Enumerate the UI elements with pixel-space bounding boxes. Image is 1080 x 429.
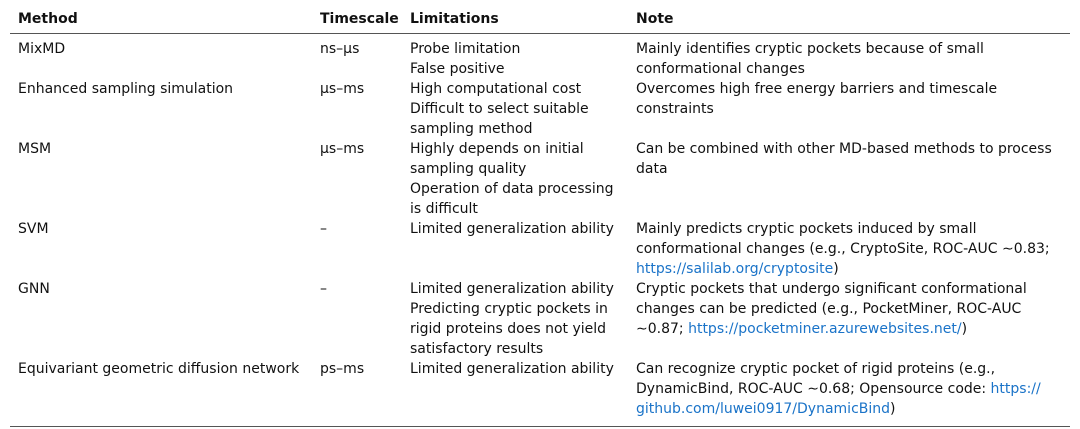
note-line: Can recognize cryptic pocket of rigid pr…	[636, 359, 1062, 379]
method-cell: Enhanced sampling simulation	[18, 81, 234, 97]
table-row: Enhanced sampling simulation μs–ms High co…	[10, 79, 1070, 139]
table-row: GNN – Limited generalization ability Predic…	[10, 279, 1070, 359]
note-link[interactable]: github.com/luwei0917/DynamicBind	[636, 401, 891, 417]
method-cell: GNN	[18, 281, 50, 297]
note-text: conformational changes	[636, 61, 805, 77]
limitation-line: Predicting cryptic pockets in	[410, 301, 608, 317]
note-link[interactable]: https://	[990, 381, 1041, 397]
header-note: Note	[628, 6, 1070, 34]
limitation-line: False positive	[410, 61, 505, 77]
note-line: DynamicBind, ROC-AUC ∼0.68; Opensource c…	[636, 379, 1062, 399]
limitation-line: rigid proteins does not yield	[410, 321, 607, 337]
note-line: Mainly predicts cryptic pockets induced …	[636, 219, 1062, 239]
table-row: MixMD ns–μs Probe limitation False positive…	[10, 34, 1070, 80]
limitation-line: is difficult	[410, 201, 478, 217]
table-row: SVM – Limited generalization ability Mainly…	[10, 219, 1070, 279]
timescale-cell: ps–ms	[320, 361, 365, 377]
header-row: Method Timescale Limitations Note	[10, 6, 1070, 34]
note-link[interactable]: https://pocketminer.azurewebsites.net/	[688, 321, 962, 337]
comparison-table: Method Timescale Limitations Note MixMD n…	[10, 6, 1070, 427]
limitation-line: sampling method	[410, 121, 533, 137]
note-line: ∼0.87; https://pocketminer.azurewebsites…	[636, 319, 1062, 339]
note-line: conformational changes	[636, 59, 1062, 79]
timescale-cell: –	[320, 221, 327, 237]
limitation-line: sampling quality	[410, 161, 527, 177]
header-method: Method	[10, 6, 312, 34]
limitation-line: Highly depends on initial	[410, 141, 584, 157]
limitation-line: Difficult to select suitable	[410, 101, 589, 117]
header-timescale: Timescale	[312, 6, 402, 34]
timescale-cell: μs–ms	[320, 81, 365, 97]
note-cell: Cryptic pockets that undergo significant…	[628, 279, 1070, 359]
header-limitations: Limitations	[402, 6, 628, 34]
note-line: constraints	[636, 99, 1062, 119]
note-text: DynamicBind, ROC-AUC ∼0.68; Opensource c…	[636, 381, 991, 397]
limitations-cell: Limited generalization ability	[402, 219, 628, 279]
method-cell: MixMD	[18, 41, 66, 57]
note-text: changes can be predicted (e.g., PocketMi…	[636, 301, 1022, 317]
table-row: Equivariant geometric diffusion network p…	[10, 359, 1070, 427]
limitation-line: Limited generalization ability	[410, 361, 614, 377]
timescale-cell: μs–ms	[320, 141, 365, 157]
note-text: Can be combined with other MD-based meth…	[636, 141, 1052, 157]
note-line: https://salilab.org/cryptosite)	[636, 259, 1062, 279]
note-text: ∼0.87;	[636, 321, 689, 337]
note-text: Mainly identifies cryptic pockets becaus…	[636, 41, 984, 57]
limitations-cell: Highly depends on initial sampling qualit…	[402, 139, 628, 219]
limitations-cell: Limited generalization ability	[402, 359, 628, 427]
limitations-cell: Limited generalization ability Predicting…	[402, 279, 628, 359]
limitations-cell: Probe limitation False positive	[402, 34, 628, 80]
table-header: Method Timescale Limitations Note	[10, 6, 1070, 34]
note-text: )	[833, 261, 839, 277]
note-cell: Can recognize cryptic pocket of rigid pr…	[628, 359, 1070, 427]
timescale-cell: ns–μs	[320, 41, 360, 57]
table-body: MixMD ns–μs Probe limitation False positive…	[10, 34, 1070, 427]
note-cell: Can be combined with other MD-based meth…	[628, 139, 1070, 219]
note-line: changes can be predicted (e.g., PocketMi…	[636, 299, 1062, 319]
note-link[interactable]: https://salilab.org/cryptosite	[636, 261, 834, 277]
note-cell: Overcomes high free energy barriers and …	[628, 79, 1070, 139]
note-cell: Mainly identifies cryptic pockets becaus…	[628, 34, 1070, 80]
note-line: Mainly identifies cryptic pockets becaus…	[636, 39, 1062, 59]
note-text: Cryptic pockets that undergo significant…	[636, 281, 1027, 297]
note-line: Overcomes high free energy barriers and …	[636, 79, 1062, 99]
note-text: )	[890, 401, 896, 417]
limitation-line: Limited generalization ability	[410, 221, 614, 237]
note-text: )	[961, 321, 968, 337]
note-cell: Mainly predicts cryptic pockets induced …	[628, 219, 1070, 279]
limitation-line: Limited generalization ability	[410, 281, 614, 297]
note-text: Can recognize cryptic pocket of rigid pr…	[636, 361, 996, 377]
note-line: conformational changes (e.g., CryptoSite…	[636, 239, 1062, 259]
note-line: github.com/luwei0917/DynamicBind)	[636, 399, 1062, 419]
note-text: data	[636, 161, 668, 177]
note-text: conformational changes (e.g., CryptoSite…	[636, 241, 1050, 257]
limitation-line: Operation of data processing	[410, 181, 614, 197]
note-text: constraints	[636, 101, 714, 117]
note-text: Mainly predicts cryptic pockets induced …	[636, 221, 977, 237]
limitation-line: High computational cost	[410, 81, 582, 97]
table-row: MSM μs–ms Highly depends on initial samplin…	[10, 139, 1070, 219]
limitation-line: satisfactory results	[410, 341, 544, 357]
method-cell: Equivariant geometric diffusion network	[18, 361, 300, 377]
timescale-cell: –	[320, 281, 327, 297]
method-cell: MSM	[18, 141, 52, 157]
method-cell: SVM	[18, 221, 49, 237]
note-line: data	[636, 159, 1062, 179]
note-text: Overcomes high free energy barriers and …	[636, 81, 998, 97]
note-line: Can be combined with other MD-based meth…	[636, 139, 1062, 159]
limitation-line: Probe limitation	[410, 41, 521, 57]
note-line: Cryptic pockets that undergo significant…	[636, 279, 1062, 299]
limitations-cell: High computational cost Difficult to sele…	[402, 79, 628, 139]
